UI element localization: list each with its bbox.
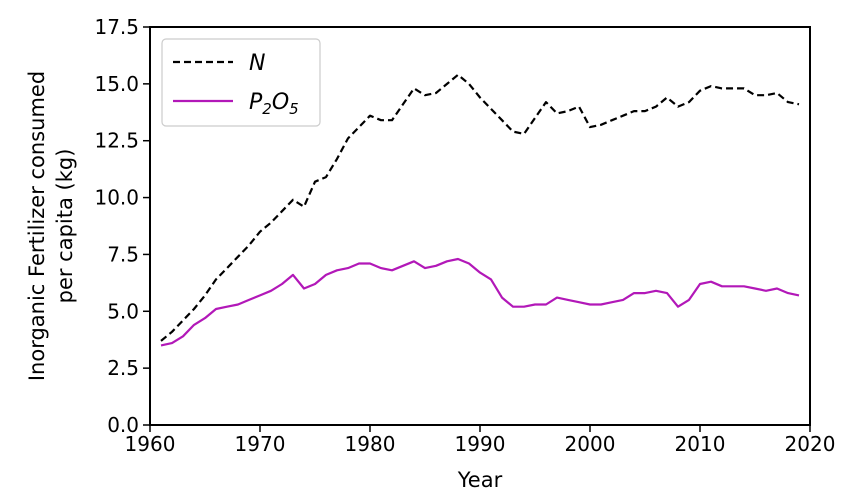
- y-tick-label: 15.0: [94, 72, 139, 96]
- y-tick-label: 10.0: [94, 186, 139, 210]
- legend-n-label: N: [249, 51, 265, 76]
- x-tick-label: 2010: [675, 432, 726, 456]
- x-axis-label: Year: [457, 468, 503, 492]
- series-p2o5-line: [160, 257, 800, 347]
- x-tick-label: 2000: [565, 432, 616, 456]
- y-tick-label: 2.5: [107, 356, 139, 380]
- x-axis: 1960 1970 1980 1990 2000 2010 2020: [125, 425, 836, 456]
- legend-box: [161, 38, 321, 127]
- y-tick-label: 12.5: [94, 129, 139, 153]
- legend-p2o5-label: P2O5: [249, 90, 299, 118]
- y-axis-label-line2: per capita (kg): [53, 149, 77, 304]
- legend: N P2O5: [161, 38, 321, 127]
- y-axis-label-line1: Inorganic Fertilizer consumed: [25, 71, 49, 381]
- y-tick-label: 17.5: [94, 15, 139, 39]
- plot-lines: [160, 73, 800, 347]
- x-tick-label: 1990: [455, 432, 506, 456]
- x-tick-label: 1980: [345, 432, 396, 456]
- x-tick-label: 1960: [125, 432, 176, 456]
- series-n-line: [160, 73, 800, 342]
- y-tick-label: 0.0: [107, 413, 139, 437]
- y-tick-label: 5.0: [107, 299, 139, 323]
- x-tick-label: 2020: [785, 432, 836, 456]
- y-tick-label: 7.5: [107, 242, 139, 266]
- y-axis: 0.0 2.5 5.0 7.5 10.0 12.5 15.0 17.5: [94, 15, 150, 437]
- x-tick-label: 1970: [235, 432, 286, 456]
